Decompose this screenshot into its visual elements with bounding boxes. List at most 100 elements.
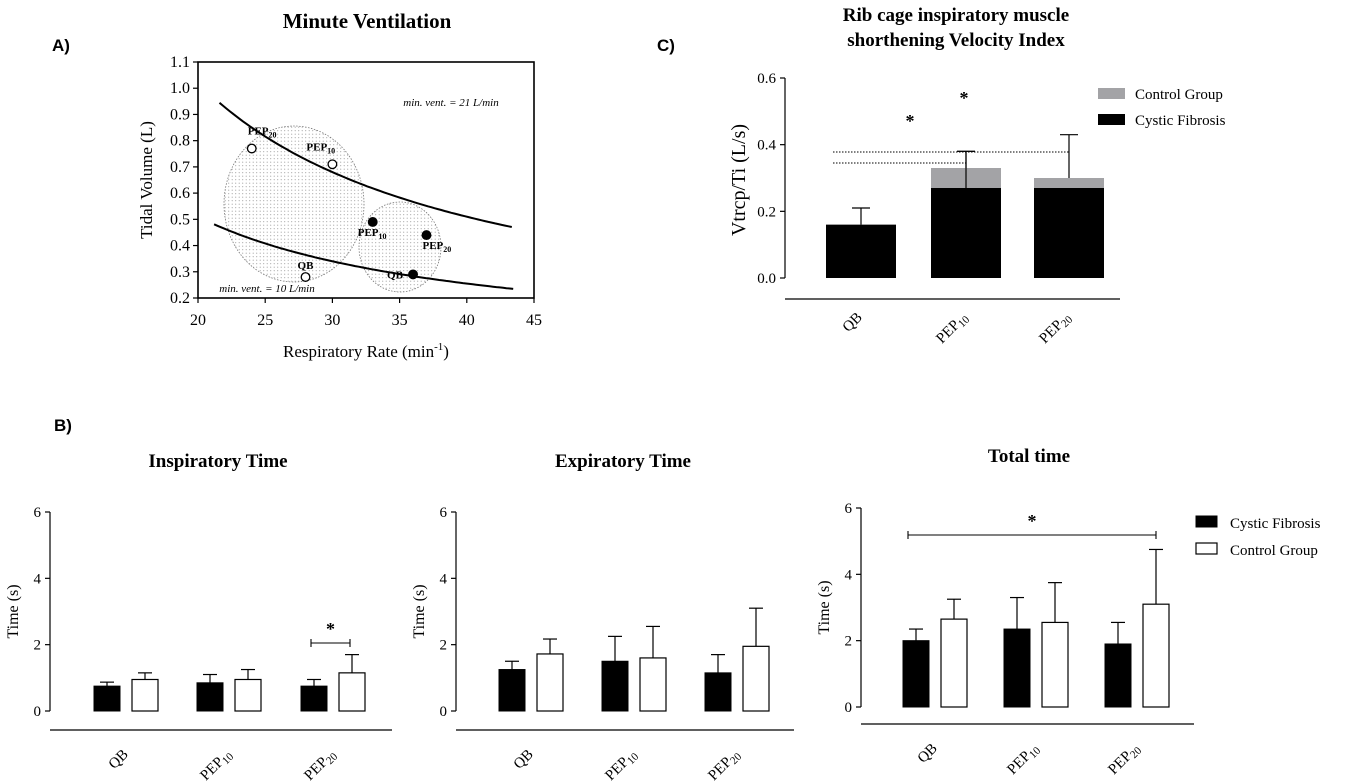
category-label: PEP20 bbox=[705, 746, 744, 783]
panel-label-c: C) bbox=[657, 36, 675, 55]
panel-label-b: B) bbox=[54, 416, 72, 435]
chart-b-title: Total time bbox=[988, 446, 1070, 467]
cf-data-point bbox=[408, 269, 418, 280]
y-tick-label: 0 bbox=[34, 704, 42, 720]
cf-data-point bbox=[421, 230, 432, 241]
y-tick-label: 1.0 bbox=[170, 80, 190, 97]
y-tick-label: 0.0 bbox=[757, 271, 776, 287]
data-point-label: PEP20 bbox=[248, 126, 277, 140]
category-label: PEP20 bbox=[1105, 740, 1144, 779]
y-axis-label: Time (s) bbox=[816, 580, 833, 634]
y-tick-label: 0.2 bbox=[757, 204, 776, 220]
control-data-point bbox=[327, 159, 338, 170]
data-point-label: PEP20 bbox=[422, 240, 451, 254]
bar-cystic-fibrosis bbox=[300, 685, 328, 712]
y-tick-label: 0 bbox=[440, 704, 448, 720]
category-label: PEP10 bbox=[1004, 740, 1043, 779]
bar-control-group bbox=[338, 672, 366, 712]
legend-swatch-control bbox=[1195, 542, 1218, 555]
chart-a-xlabel: Respiratory Rate (min-1) bbox=[283, 341, 449, 361]
category-label: PEP10 bbox=[197, 746, 236, 783]
y-tick-label: 0.9 bbox=[170, 106, 190, 123]
isoline-21-label: min. vent. = 21 L/min bbox=[403, 97, 499, 109]
y-tick-label: 0.4 bbox=[757, 138, 776, 154]
y-tick-label: 6 bbox=[845, 501, 853, 517]
x-tick-label: 20 bbox=[190, 312, 206, 329]
significance-star: * bbox=[326, 619, 335, 639]
bar-control-group bbox=[940, 618, 968, 708]
y-tick-label: 0.4 bbox=[170, 238, 190, 255]
significance-star: * bbox=[1028, 511, 1037, 531]
legend-label-cf: Cystic Fibrosis bbox=[1230, 516, 1321, 532]
y-tick-label: 0.7 bbox=[170, 159, 190, 176]
bar-cystic-fibrosis bbox=[931, 188, 1001, 278]
y-tick-label: 0.5 bbox=[170, 211, 190, 228]
control-data-point bbox=[246, 143, 257, 154]
bar-cystic-fibrosis bbox=[1003, 628, 1031, 708]
bar-cystic-fibrosis bbox=[601, 660, 629, 712]
panel-label-a: A) bbox=[52, 36, 70, 55]
bar-control-group bbox=[1041, 621, 1069, 708]
y-tick-label: 4 bbox=[845, 567, 853, 583]
bar-cystic-fibrosis bbox=[196, 682, 224, 712]
isoline-10 bbox=[213, 223, 514, 290]
legend-label-cf: Cystic Fibrosis bbox=[1135, 113, 1226, 129]
shaded-region-cf bbox=[358, 201, 442, 293]
category-label: QB bbox=[915, 741, 941, 767]
category-label: PEP20 bbox=[301, 746, 340, 783]
y-axis-label: Time (s) bbox=[411, 584, 428, 638]
chart-b-title: Inspiratory Time bbox=[148, 451, 287, 472]
data-point-label: PEP10 bbox=[306, 141, 335, 155]
y-tick-label: 4 bbox=[34, 571, 42, 587]
chart-c-title-line1: Rib cage inspiratory muscle bbox=[843, 5, 1069, 26]
legend-swatch-cf bbox=[1098, 114, 1125, 125]
category-label: QB bbox=[840, 310, 866, 336]
y-tick-label: 4 bbox=[440, 571, 448, 587]
y-tick-label: 6 bbox=[34, 505, 42, 521]
bar-control-group bbox=[131, 678, 159, 712]
chart-a-frame bbox=[197, 61, 535, 299]
y-tick-label: 0.6 bbox=[170, 185, 190, 202]
bar-control-group bbox=[536, 653, 564, 712]
chart-c-title-line2: shorthening Velocity Index bbox=[847, 30, 1065, 51]
x-tick-label: 30 bbox=[324, 312, 340, 329]
bar-cystic-fibrosis bbox=[498, 669, 526, 712]
significance-star: * bbox=[906, 111, 915, 131]
bar-cystic-fibrosis bbox=[1034, 188, 1104, 278]
bar-cystic-fibrosis bbox=[704, 672, 732, 712]
bar-cystic-fibrosis bbox=[1104, 643, 1132, 708]
bar-cystic-fibrosis bbox=[93, 685, 121, 712]
y-tick-label: 0.2 bbox=[170, 290, 190, 307]
x-tick-label: 40 bbox=[459, 312, 475, 329]
bar-control-group bbox=[639, 657, 667, 712]
data-point-label: PEP10 bbox=[358, 227, 387, 241]
bar-cystic-fibrosis bbox=[902, 640, 930, 708]
bar-control-group bbox=[1142, 603, 1170, 708]
category-label: QB bbox=[106, 747, 132, 773]
x-tick-label: 35 bbox=[392, 312, 408, 329]
bar-cystic-fibrosis bbox=[826, 224, 896, 278]
data-point-label: QB bbox=[387, 269, 404, 281]
category-label: PEP10 bbox=[933, 309, 972, 348]
isoline-10-label: min. vent. = 10 L/min bbox=[219, 283, 315, 295]
y-tick-label: 2 bbox=[440, 638, 448, 654]
y-tick-label: 0 bbox=[845, 700, 853, 716]
cf-data-point bbox=[367, 217, 378, 227]
legend-swatch-control bbox=[1098, 88, 1125, 99]
category-label: PEP20 bbox=[1036, 309, 1075, 348]
shaded-region-control bbox=[223, 125, 365, 283]
y-tick-label: 0.8 bbox=[170, 133, 190, 150]
y-axis-label: Time (s) bbox=[5, 584, 22, 638]
chart-a-ylabel: Tidal Volume (L) bbox=[137, 121, 156, 239]
data-point-label: QB bbox=[298, 260, 315, 272]
legend-swatch-cf bbox=[1195, 515, 1218, 528]
isoline-21 bbox=[218, 102, 513, 228]
y-tick-label: 2 bbox=[845, 634, 853, 650]
y-tick-label: 2 bbox=[34, 638, 42, 654]
legend-label-control: Control Group bbox=[1230, 543, 1318, 559]
y-tick-label: 1.1 bbox=[170, 54, 190, 71]
y-tick-label: 6 bbox=[440, 505, 448, 521]
chart-b-title: Expiratory Time bbox=[555, 451, 691, 472]
significance-star: * bbox=[960, 88, 969, 108]
